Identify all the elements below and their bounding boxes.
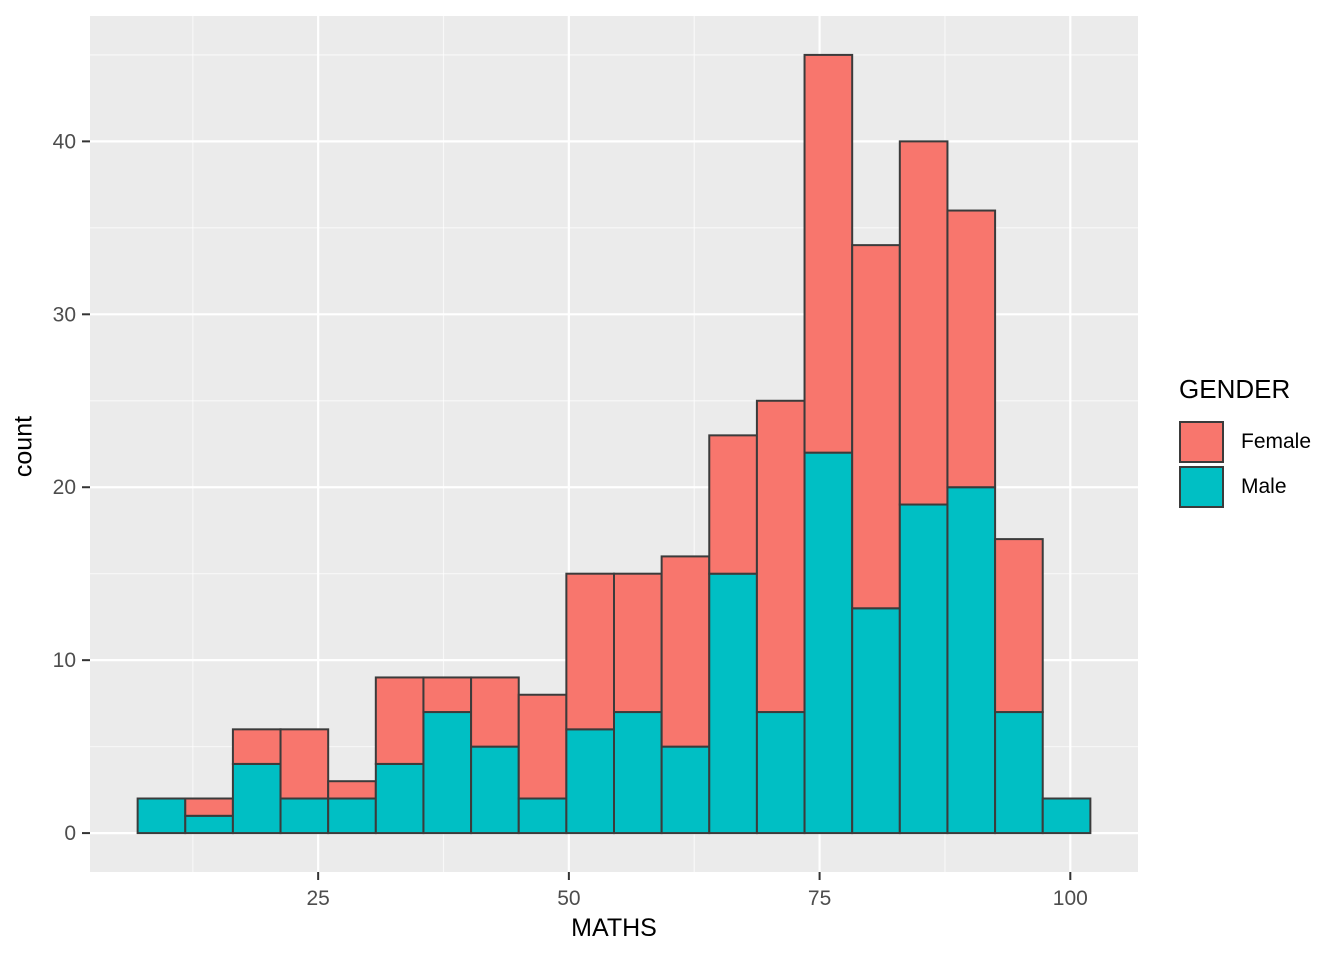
histogram-bar-female-segment xyxy=(613,572,663,714)
histogram-bar-male-segment xyxy=(803,451,854,835)
legend-swatch-male xyxy=(1179,466,1224,508)
x-tick-label: 75 xyxy=(808,887,831,910)
y-tick-label: 0 xyxy=(64,822,76,845)
histogram-bar-female-segment xyxy=(470,676,520,748)
histogram-bar-female-segment xyxy=(851,244,901,610)
legend-label: Female xyxy=(1241,430,1312,453)
histogram-bar-female-segment xyxy=(755,399,806,714)
histogram-bar-female-segment xyxy=(898,140,949,506)
histogram-bar-female-segment xyxy=(184,797,234,817)
histogram-bar-male-segment xyxy=(327,797,377,835)
histogram-bar-male-segment xyxy=(136,797,187,835)
histogram-bar-female-segment xyxy=(279,728,330,800)
histogram-bar-male-segment xyxy=(184,814,234,835)
histogram-bar-male-segment xyxy=(946,486,997,835)
y-tick-label: 10 xyxy=(53,649,76,672)
histogram-bar-female-segment xyxy=(374,676,425,765)
histogram-bar-female-segment xyxy=(946,209,997,489)
histogram-bar-female-segment xyxy=(231,728,282,765)
histogram-bar-male-segment xyxy=(517,797,568,835)
histogram-bar-female-segment xyxy=(565,572,616,731)
histogram-bar-female-segment xyxy=(660,555,711,748)
histogram-bar-male-segment xyxy=(374,762,425,835)
y-tick-label: 30 xyxy=(53,303,76,326)
histogram-bar-female-segment xyxy=(517,693,568,800)
histogram-bar-male-segment xyxy=(660,745,711,835)
y-axis-title: count xyxy=(9,415,38,478)
histogram-bar-male-segment xyxy=(994,711,1044,835)
histogram-bar-male-segment xyxy=(422,711,473,835)
histogram-bar-male-segment xyxy=(1041,797,1092,835)
histogram-bar-male-segment xyxy=(470,745,520,835)
histogram-bar-female-segment xyxy=(422,676,473,714)
legend-label: Male xyxy=(1241,475,1287,498)
x-tick-label: 100 xyxy=(1053,887,1088,910)
x-tick-label: 25 xyxy=(306,887,329,910)
legend-item-male: Male xyxy=(1179,466,1311,508)
legend-item-female: Female xyxy=(1179,421,1311,463)
x-tick-label: 50 xyxy=(557,887,580,910)
y-tick-label: 20 xyxy=(53,476,76,499)
histogram-bar-male-segment xyxy=(755,711,806,835)
legend-title: GENDER xyxy=(1179,374,1291,404)
y-tick-label: 40 xyxy=(53,130,76,153)
histogram-bar-male-segment xyxy=(898,503,949,835)
histogram-bar-male-segment xyxy=(613,711,663,835)
x-axis-title: MATHS xyxy=(571,914,657,942)
histogram-bar-female-segment xyxy=(327,780,377,800)
histogram-bar-male-segment xyxy=(851,607,901,835)
histogram-bar-male-segment xyxy=(279,797,330,835)
histogram-bar-male-segment xyxy=(708,572,758,835)
legend-swatch-female xyxy=(1179,421,1224,463)
histogram-bar-male-segment xyxy=(231,762,282,835)
histogram-bar-female-segment xyxy=(994,538,1044,714)
histogram-bar-female-segment xyxy=(803,53,854,454)
histogram-bar-male-segment xyxy=(565,728,616,835)
legend-items: Female Male xyxy=(1179,421,1311,508)
histogram-bar-female-segment xyxy=(708,434,758,575)
legend: GENDER Female Male xyxy=(1179,374,1311,511)
